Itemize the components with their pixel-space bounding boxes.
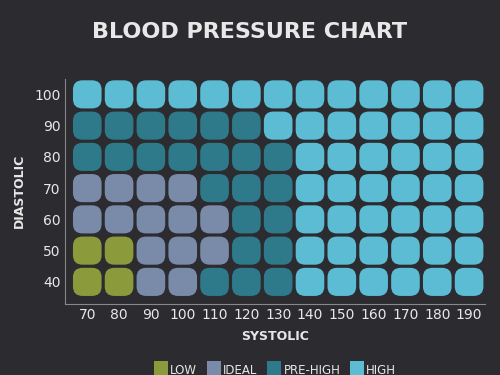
FancyBboxPatch shape — [391, 143, 420, 171]
FancyBboxPatch shape — [296, 112, 324, 140]
FancyBboxPatch shape — [296, 143, 324, 171]
FancyBboxPatch shape — [423, 206, 452, 233]
FancyBboxPatch shape — [328, 174, 356, 202]
FancyBboxPatch shape — [328, 237, 356, 265]
FancyBboxPatch shape — [200, 206, 229, 233]
FancyBboxPatch shape — [328, 268, 356, 296]
FancyBboxPatch shape — [360, 143, 388, 171]
FancyBboxPatch shape — [136, 143, 165, 171]
FancyBboxPatch shape — [200, 143, 229, 171]
FancyBboxPatch shape — [328, 143, 356, 171]
Legend: LOW, IDEAL, PRE-HIGH, HIGH: LOW, IDEAL, PRE-HIGH, HIGH — [149, 359, 401, 375]
FancyBboxPatch shape — [296, 80, 324, 108]
FancyBboxPatch shape — [232, 143, 260, 171]
FancyBboxPatch shape — [105, 174, 134, 202]
FancyBboxPatch shape — [73, 80, 102, 108]
FancyBboxPatch shape — [232, 80, 260, 108]
FancyBboxPatch shape — [455, 174, 484, 202]
FancyBboxPatch shape — [168, 143, 197, 171]
FancyBboxPatch shape — [136, 80, 165, 108]
FancyBboxPatch shape — [105, 80, 134, 108]
FancyBboxPatch shape — [232, 174, 260, 202]
FancyBboxPatch shape — [391, 268, 420, 296]
FancyBboxPatch shape — [232, 112, 260, 140]
FancyBboxPatch shape — [328, 206, 356, 233]
X-axis label: SYSTOLIC: SYSTOLIC — [241, 330, 309, 343]
FancyBboxPatch shape — [264, 206, 292, 233]
FancyBboxPatch shape — [73, 206, 102, 233]
FancyBboxPatch shape — [168, 206, 197, 233]
FancyBboxPatch shape — [360, 268, 388, 296]
FancyBboxPatch shape — [73, 112, 102, 140]
FancyBboxPatch shape — [264, 80, 292, 108]
FancyBboxPatch shape — [264, 174, 292, 202]
FancyBboxPatch shape — [455, 237, 484, 265]
FancyBboxPatch shape — [264, 143, 292, 171]
FancyBboxPatch shape — [391, 80, 420, 108]
FancyBboxPatch shape — [264, 268, 292, 296]
FancyBboxPatch shape — [168, 112, 197, 140]
FancyBboxPatch shape — [391, 206, 420, 233]
FancyBboxPatch shape — [73, 268, 102, 296]
FancyBboxPatch shape — [264, 112, 292, 140]
FancyBboxPatch shape — [105, 268, 134, 296]
FancyBboxPatch shape — [360, 237, 388, 265]
FancyBboxPatch shape — [423, 143, 452, 171]
FancyBboxPatch shape — [423, 237, 452, 265]
FancyBboxPatch shape — [455, 268, 484, 296]
FancyBboxPatch shape — [455, 206, 484, 233]
FancyBboxPatch shape — [136, 237, 165, 265]
FancyBboxPatch shape — [360, 206, 388, 233]
FancyBboxPatch shape — [168, 268, 197, 296]
FancyBboxPatch shape — [232, 268, 260, 296]
FancyBboxPatch shape — [200, 268, 229, 296]
FancyBboxPatch shape — [360, 112, 388, 140]
FancyBboxPatch shape — [360, 80, 388, 108]
FancyBboxPatch shape — [455, 112, 484, 140]
FancyBboxPatch shape — [73, 143, 102, 171]
FancyBboxPatch shape — [391, 237, 420, 265]
FancyBboxPatch shape — [168, 174, 197, 202]
FancyBboxPatch shape — [296, 237, 324, 265]
FancyBboxPatch shape — [296, 206, 324, 233]
FancyBboxPatch shape — [455, 80, 484, 108]
FancyBboxPatch shape — [232, 237, 260, 265]
FancyBboxPatch shape — [423, 174, 452, 202]
FancyBboxPatch shape — [105, 112, 134, 140]
FancyBboxPatch shape — [328, 112, 356, 140]
FancyBboxPatch shape — [200, 174, 229, 202]
Text: BLOOD PRESSURE CHART: BLOOD PRESSURE CHART — [92, 22, 407, 42]
FancyBboxPatch shape — [200, 80, 229, 108]
FancyBboxPatch shape — [200, 112, 229, 140]
FancyBboxPatch shape — [105, 237, 134, 265]
FancyBboxPatch shape — [136, 112, 165, 140]
FancyBboxPatch shape — [391, 112, 420, 140]
FancyBboxPatch shape — [136, 268, 165, 296]
Y-axis label: DIASTOLIC: DIASTOLIC — [13, 154, 26, 228]
FancyBboxPatch shape — [296, 174, 324, 202]
FancyBboxPatch shape — [73, 237, 102, 265]
FancyBboxPatch shape — [168, 237, 197, 265]
FancyBboxPatch shape — [264, 237, 292, 265]
FancyBboxPatch shape — [423, 268, 452, 296]
FancyBboxPatch shape — [200, 237, 229, 265]
FancyBboxPatch shape — [455, 143, 484, 171]
FancyBboxPatch shape — [105, 143, 134, 171]
FancyBboxPatch shape — [136, 206, 165, 233]
FancyBboxPatch shape — [105, 206, 134, 233]
FancyBboxPatch shape — [423, 112, 452, 140]
FancyBboxPatch shape — [391, 174, 420, 202]
FancyBboxPatch shape — [360, 174, 388, 202]
FancyBboxPatch shape — [296, 268, 324, 296]
FancyBboxPatch shape — [136, 174, 165, 202]
FancyBboxPatch shape — [328, 80, 356, 108]
FancyBboxPatch shape — [73, 174, 102, 202]
FancyBboxPatch shape — [232, 206, 260, 233]
FancyBboxPatch shape — [423, 80, 452, 108]
FancyBboxPatch shape — [168, 80, 197, 108]
